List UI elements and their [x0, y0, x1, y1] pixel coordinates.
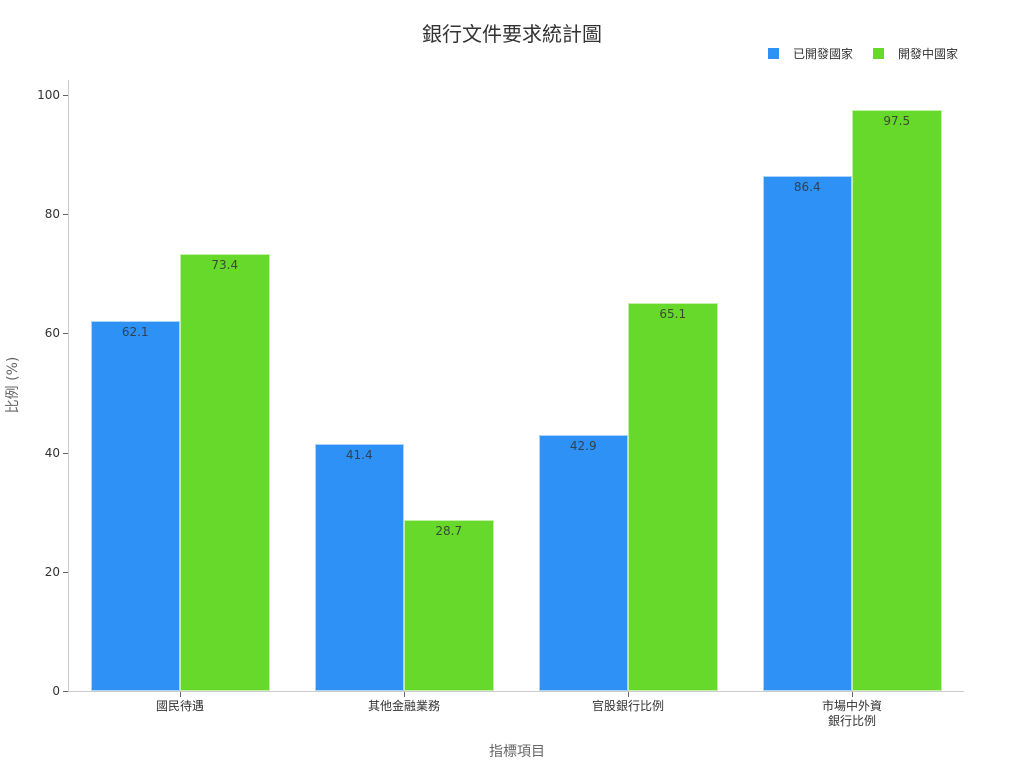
chart-title: 銀行文件要求統計圖 [422, 22, 602, 46]
x-tick-mark [627, 692, 629, 697]
x-axis-title: 指標項目 [489, 744, 545, 760]
bar-value-label: 73.4 [211, 257, 239, 272]
x-tick-mark [403, 692, 405, 697]
y-tick-label: 40 [44, 445, 60, 460]
y-tick-mark [63, 571, 68, 573]
x-tick-label: 官股銀行比例 [591, 699, 664, 713]
legend-item-developed[interactable]: 已開發國家 [768, 45, 853, 62]
y-axis-title: 比例 (%) [5, 356, 21, 414]
y-tick: 20 [0, 565, 68, 584]
y-axis-line [68, 80, 69, 692]
bar-developed[interactable]: 41.4 [314, 444, 404, 691]
y-tick-mark [63, 452, 68, 454]
legend-item-developing[interactable]: 開發中國家 [873, 45, 958, 62]
y-tick: 100 [0, 88, 68, 107]
legend-label-developing: 開發中國家 [898, 47, 959, 61]
y-tick: 80 [0, 207, 68, 226]
y-tick-mark [63, 691, 68, 692]
x-tick: 市場中外資 銀行比例 [752, 692, 952, 729]
bar-developed[interactable]: 62.1 [90, 320, 180, 691]
y-tick-label: 0 [52, 684, 60, 698]
x-tick-mark [851, 692, 853, 697]
x-tick: 國民待遇 [80, 692, 280, 714]
legend-label-developed: 已開發國家 [793, 47, 854, 61]
bar-developing[interactable]: 97.5 [852, 109, 942, 691]
bar-developing[interactable]: 73.4 [180, 253, 270, 691]
bar-value-label: 86.4 [793, 180, 821, 195]
bar-developed[interactable]: 42.9 [538, 435, 628, 691]
y-tick-label: 20 [44, 564, 60, 579]
y-tick: 40 [0, 446, 68, 465]
y-tick-label: 80 [44, 207, 60, 222]
x-tick-label: 市場中外資 銀行比例 [821, 699, 882, 728]
bar-value-label: 42.9 [569, 439, 597, 454]
legend-swatch-developed [768, 48, 779, 59]
bar-developing[interactable]: 28.7 [404, 519, 494, 691]
x-tick: 其他金融業務 [304, 692, 504, 714]
bar-developed[interactable]: 86.4 [762, 176, 852, 691]
bar-value-label: 28.7 [435, 523, 463, 538]
bar-value-label: 97.5 [883, 113, 911, 128]
bar-value-label: 65.1 [659, 307, 687, 321]
bar-value-label: 62.1 [121, 324, 149, 339]
x-tick-label: 其他金融業務 [367, 699, 440, 713]
legend-swatch-developing [873, 48, 885, 59]
legend: 已開發國家 開發中國家 [768, 45, 978, 62]
x-axis-line [68, 691, 964, 692]
bar-developing[interactable]: 65.1 [628, 303, 718, 691]
y-tick: 0 [0, 684, 68, 703]
x-tick-label: 國民待遇 [155, 699, 204, 713]
y-tick-mark [63, 214, 68, 216]
bar-value-label: 41.4 [345, 448, 373, 463]
y-tick-label: 60 [44, 326, 60, 341]
y-tick: 60 [0, 326, 68, 345]
y-tick-label: 100 [37, 88, 60, 102]
y-tick-mark [63, 95, 68, 96]
y-tick-mark [63, 333, 68, 335]
x-tick-mark [179, 692, 181, 697]
x-tick: 官股銀行比例 [528, 692, 728, 714]
